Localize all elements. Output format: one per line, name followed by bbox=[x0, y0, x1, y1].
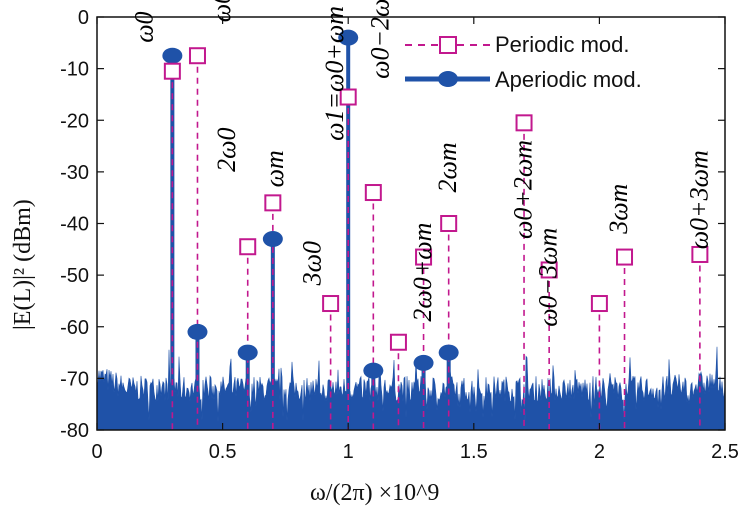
y-tick-label: -70 bbox=[60, 368, 89, 390]
periodic-point bbox=[322, 295, 340, 313]
periodic-point bbox=[389, 333, 407, 351]
aperiodic-point bbox=[413, 354, 434, 371]
periodic-point bbox=[540, 261, 558, 279]
peak-annotation: 3ωm bbox=[604, 184, 633, 235]
annotations: ω0 ω0−ωm 2ω0 ωm 3ω0 ω1=ω0+ωm ω0−2ωm 2ω0+ωm 2ωm ω0… bbox=[129, 0, 713, 327]
peak-annotation: 2ω0+ωm bbox=[408, 223, 437, 322]
y-tick-label: -50 bbox=[60, 265, 89, 287]
noise-floor bbox=[97, 346, 725, 430]
aperiodic-point bbox=[262, 230, 283, 247]
peak-annotation: ω0+2ωm bbox=[509, 140, 538, 239]
peak-annotation: 2ω0 bbox=[212, 128, 241, 172]
x-tick-label: 0 bbox=[91, 441, 102, 463]
x-tick-label: 0.5 bbox=[209, 441, 237, 463]
periodic-point bbox=[515, 114, 533, 132]
x-tick-label: 2 bbox=[594, 441, 605, 463]
periodic-point bbox=[691, 245, 709, 263]
peak-annotation: ωm bbox=[260, 150, 289, 187]
peak-annotation: ω0−2ωm bbox=[365, 0, 394, 79]
periodic-point bbox=[163, 62, 181, 80]
periodic-point bbox=[339, 88, 357, 106]
legend-periodic-marker bbox=[439, 36, 457, 54]
axis-ticks: 0 0.5 1 1.5 2 2.5 0 -10 -20 -30 -40 -50 -60 -70 -80 bbox=[60, 7, 739, 463]
peak-annotation: ω1=ω0+ωm bbox=[320, 6, 349, 141]
noise-spectrum bbox=[97, 346, 725, 430]
y-tick-label: -20 bbox=[60, 110, 89, 132]
periodic-point bbox=[415, 248, 433, 266]
aperiodic-point bbox=[162, 47, 183, 64]
peak-annotation: 2ωm bbox=[433, 142, 462, 192]
legend: Periodic mod. Aperiodic mod. bbox=[395, 24, 713, 104]
periodic-point bbox=[590, 295, 608, 313]
periodic-point bbox=[264, 194, 282, 212]
y-tick-label: -10 bbox=[60, 59, 89, 81]
peak-annotation: ω0−ωm bbox=[207, 0, 236, 22]
periodic-point bbox=[616, 248, 634, 266]
aperiodic-point bbox=[338, 29, 359, 46]
y-tick-label: -80 bbox=[60, 420, 89, 442]
y-tick-label: -60 bbox=[60, 317, 89, 339]
aperiodic-point bbox=[237, 344, 258, 361]
y-tick-label: 0 bbox=[78, 7, 89, 29]
x-tick-label: 1 bbox=[343, 441, 354, 463]
periodic-point bbox=[239, 238, 257, 256]
peak-annotation: 3ω0 bbox=[298, 241, 327, 286]
peak-annotation: ω0−3ωm bbox=[534, 228, 563, 327]
y-tick-label: -30 bbox=[60, 162, 89, 184]
peak-annotation: ω0 bbox=[129, 11, 158, 42]
periodic-point bbox=[440, 215, 458, 232]
aperiodic-point bbox=[438, 344, 459, 361]
periodic-point bbox=[188, 47, 206, 65]
legend-aperiodic-marker bbox=[438, 71, 458, 87]
stem-layer bbox=[170, 37, 701, 430]
y-axis-label: |E(L)|² (dBm) bbox=[10, 199, 36, 330]
marker-layer bbox=[162, 29, 709, 379]
y-tick-label: -40 bbox=[60, 214, 89, 236]
aperiodic-point bbox=[187, 323, 208, 340]
x-tick-label: 2.5 bbox=[711, 441, 739, 463]
legend-periodic-label: Periodic mod. bbox=[495, 32, 630, 57]
aperiodic-point bbox=[363, 362, 384, 379]
periodic-point bbox=[364, 184, 382, 202]
peak-annotation: ω0+3ωm bbox=[684, 150, 713, 249]
x-axis-label: ω/(2π) ×10^9 bbox=[310, 480, 439, 506]
legend-aperiodic-label: Aperiodic mod. bbox=[495, 67, 642, 92]
x-tick-label: 1.5 bbox=[460, 441, 488, 463]
